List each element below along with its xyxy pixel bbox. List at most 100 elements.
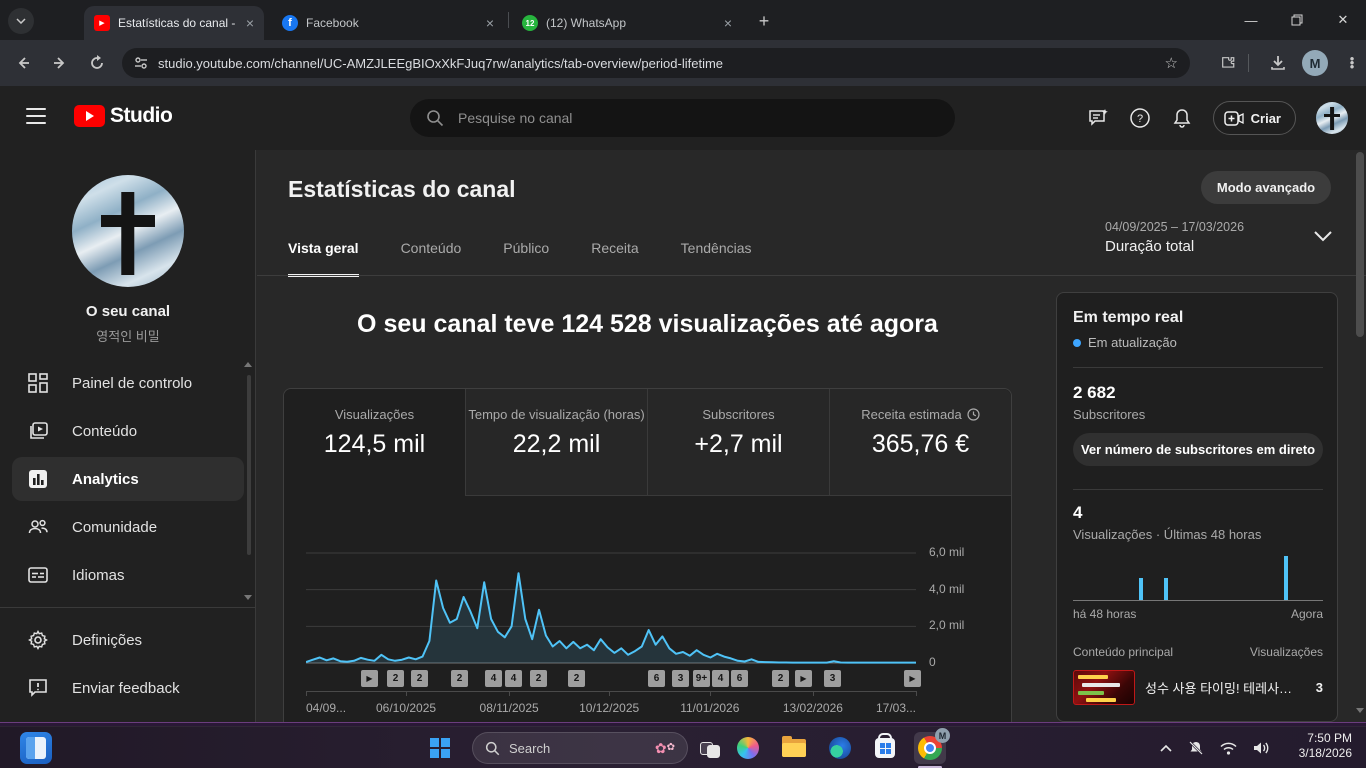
channel-search-input[interactable]: Pesquise no canal xyxy=(410,99,955,137)
sidebar-scrollbar-thumb[interactable] xyxy=(247,375,251,555)
url-bar[interactable]: studio.youtube.com/channel/UC-AMZJLEEgBI… xyxy=(122,48,1190,78)
new-tab-button[interactable]: + xyxy=(758,10,770,31)
video-marker-badge[interactable]: 4 xyxy=(712,670,729,687)
reload-button[interactable] xyxy=(83,49,111,77)
date-range-selector[interactable]: 04/09/2025 – 17/03/2026 Duração total xyxy=(1105,220,1335,255)
sidebar-item-dashboard[interactable]: Painel de controlo xyxy=(12,361,244,405)
live-subscriber-count-button[interactable]: Ver número de subscritores em direto xyxy=(1073,433,1323,466)
metric-revenue[interactable]: Receita estimada 365,76 € xyxy=(829,389,1011,496)
notifications-bell-icon[interactable] xyxy=(1171,107,1193,129)
video-marker-badge[interactable]: 2 xyxy=(387,670,404,687)
tab-trends[interactable]: Tendências xyxy=(680,240,752,256)
tab-close-icon[interactable]: × xyxy=(245,15,254,31)
video-marker-badge[interactable]: 6 xyxy=(648,670,665,687)
sidebar-item-content[interactable]: Conteúdo xyxy=(12,409,244,453)
menu-hamburger-icon[interactable] xyxy=(26,108,46,124)
sidebar-item-subtitles[interactable]: Idiomas xyxy=(12,553,244,597)
microsoft-store-icon[interactable] xyxy=(869,732,901,764)
metric-strip: Visualizações 124,5 mil Tempo de visuali… xyxy=(284,389,1011,496)
taskbar-pinned-app-icon[interactable] xyxy=(20,732,52,764)
back-button[interactable] xyxy=(9,49,37,77)
forward-button[interactable] xyxy=(46,49,74,77)
tab-close-icon[interactable]: × xyxy=(485,15,494,31)
taskbar-clock[interactable]: 7:50 PM 3/18/2026 xyxy=(1299,731,1352,761)
help-icon[interactable]: ? xyxy=(1129,107,1151,129)
views-48h-bar-chart[interactable] xyxy=(1073,551,1323,601)
channel-avatar[interactable] xyxy=(1316,102,1348,134)
video-marker-badge[interactable]: 2 xyxy=(451,670,468,687)
metric-views[interactable]: Visualizações 124,5 mil xyxy=(284,389,465,496)
sidebar-scroll-down-arrow[interactable] xyxy=(244,595,252,600)
tab-content[interactable]: Conteúdo xyxy=(400,240,462,256)
browser-tab-youtube[interactable]: ▶ Estatísticas do canal - YouTube × xyxy=(84,6,264,40)
youtube-studio-logo[interactable]: Studio xyxy=(74,104,173,128)
video-marker-badge[interactable]: ▶ xyxy=(904,670,921,687)
tray-expand-chevron-icon[interactable] xyxy=(1160,744,1172,752)
edge-browser-icon[interactable] xyxy=(824,732,856,764)
feedback-chat-icon[interactable] xyxy=(1087,107,1109,129)
restore-button[interactable] xyxy=(1274,0,1320,40)
browser-menu-icon[interactable]: • • • xyxy=(1349,51,1355,74)
tab-search-button[interactable] xyxy=(8,8,34,34)
advanced-mode-button[interactable]: Modo avançado xyxy=(1201,171,1331,204)
chrome-icon-active[interactable]: M xyxy=(914,728,950,768)
metric-watch-time[interactable]: Tempo de visualização (horas) 22,2 mil xyxy=(465,389,647,496)
video-marker-badge[interactable]: 6 xyxy=(731,670,748,687)
video-marker-badge[interactable]: 4 xyxy=(505,670,522,687)
video-marker-badge[interactable]: 2 xyxy=(772,670,789,687)
close-button[interactable]: ✕ xyxy=(1337,12,1349,27)
top-content-row[interactable]: 성수 사용 타이밍! 테레사… 3 xyxy=(1073,669,1323,705)
video-marker-badge[interactable]: 2 xyxy=(568,670,585,687)
create-button[interactable]: Criar xyxy=(1212,101,1296,135)
views-line-chart[interactable] xyxy=(306,541,918,667)
sidebar-scroll-up-arrow[interactable] xyxy=(244,362,252,367)
sidebar-item-community[interactable]: Comunidade xyxy=(12,505,244,549)
sidebar-item-feedback[interactable]: Enviar feedback xyxy=(12,666,244,710)
page-title: Estatísticas do canal xyxy=(288,176,516,202)
realtime-bar xyxy=(1164,578,1168,600)
channel-title: 영적인 비밀 xyxy=(96,329,160,344)
notifications-muted-icon[interactable] xyxy=(1188,740,1204,756)
sidebar-item-analytics[interactable]: Analytics xyxy=(12,457,244,501)
video-marker-badge[interactable]: 2 xyxy=(530,670,547,687)
scrollbar-thumb[interactable] xyxy=(1356,152,1364,337)
task-view-icon[interactable] xyxy=(694,732,726,764)
volume-icon[interactable] xyxy=(1253,741,1270,755)
scroll-down-arrow[interactable] xyxy=(1356,708,1364,713)
video-marker-badge[interactable]: ▶ xyxy=(795,670,812,687)
start-button[interactable] xyxy=(424,732,456,764)
gear-icon xyxy=(26,628,50,652)
window-controls: — ✕ xyxy=(1228,0,1366,40)
taskbar-search-input[interactable]: Search ✿ ✿ xyxy=(472,732,688,764)
tab-close-icon[interactable]: × xyxy=(723,15,732,31)
sidebar-item-settings[interactable]: Definições xyxy=(12,618,244,662)
video-marker-badge[interactable]: 2 xyxy=(411,670,428,687)
sidebar: O seu canal 영적인 비밀 Painel de controlo Co… xyxy=(0,150,256,722)
main-scrollbar[interactable] xyxy=(1355,150,1365,722)
downloads-icon[interactable] xyxy=(1264,49,1292,77)
browser-tab-whatsapp[interactable]: 12 (12) WhatsApp × xyxy=(512,6,742,40)
metric-value: 365,76 € xyxy=(871,430,970,458)
metric-subscribers[interactable]: Subscritores +2,7 mil xyxy=(647,389,829,496)
bookmark-star-icon[interactable]: ☆ xyxy=(1164,55,1178,72)
video-marker-badge[interactable]: ▶ xyxy=(361,670,378,687)
browser-profile-avatar[interactable]: M xyxy=(1302,50,1328,76)
video-marker-badge[interactable]: 9+ xyxy=(693,670,710,687)
cherry-blossom-icon: ✿ xyxy=(666,742,675,753)
minimize-button[interactable]: — xyxy=(1244,12,1258,28)
video-marker-badge[interactable]: 3 xyxy=(672,670,689,687)
channel-avatar-large[interactable] xyxy=(72,175,184,287)
copilot-icon[interactable] xyxy=(732,732,764,764)
extensions-icon[interactable] xyxy=(1214,49,1242,77)
metric-label: Subscritores xyxy=(702,407,775,422)
file-explorer-icon[interactable] xyxy=(778,732,810,764)
video-marker-badge[interactable]: 3 xyxy=(824,670,841,687)
tab-revenue[interactable]: Receita xyxy=(591,240,639,256)
browser-tab-facebook[interactable]: f Facebook × xyxy=(272,6,504,40)
wifi-icon[interactable] xyxy=(1220,742,1237,755)
chevron-down-icon[interactable] xyxy=(1312,230,1334,242)
tab-audience[interactable]: Público xyxy=(503,240,550,256)
site-info-icon[interactable] xyxy=(134,56,148,70)
video-marker-badge[interactable]: 4 xyxy=(485,670,502,687)
tab-overview[interactable]: Vista geral xyxy=(288,240,359,277)
